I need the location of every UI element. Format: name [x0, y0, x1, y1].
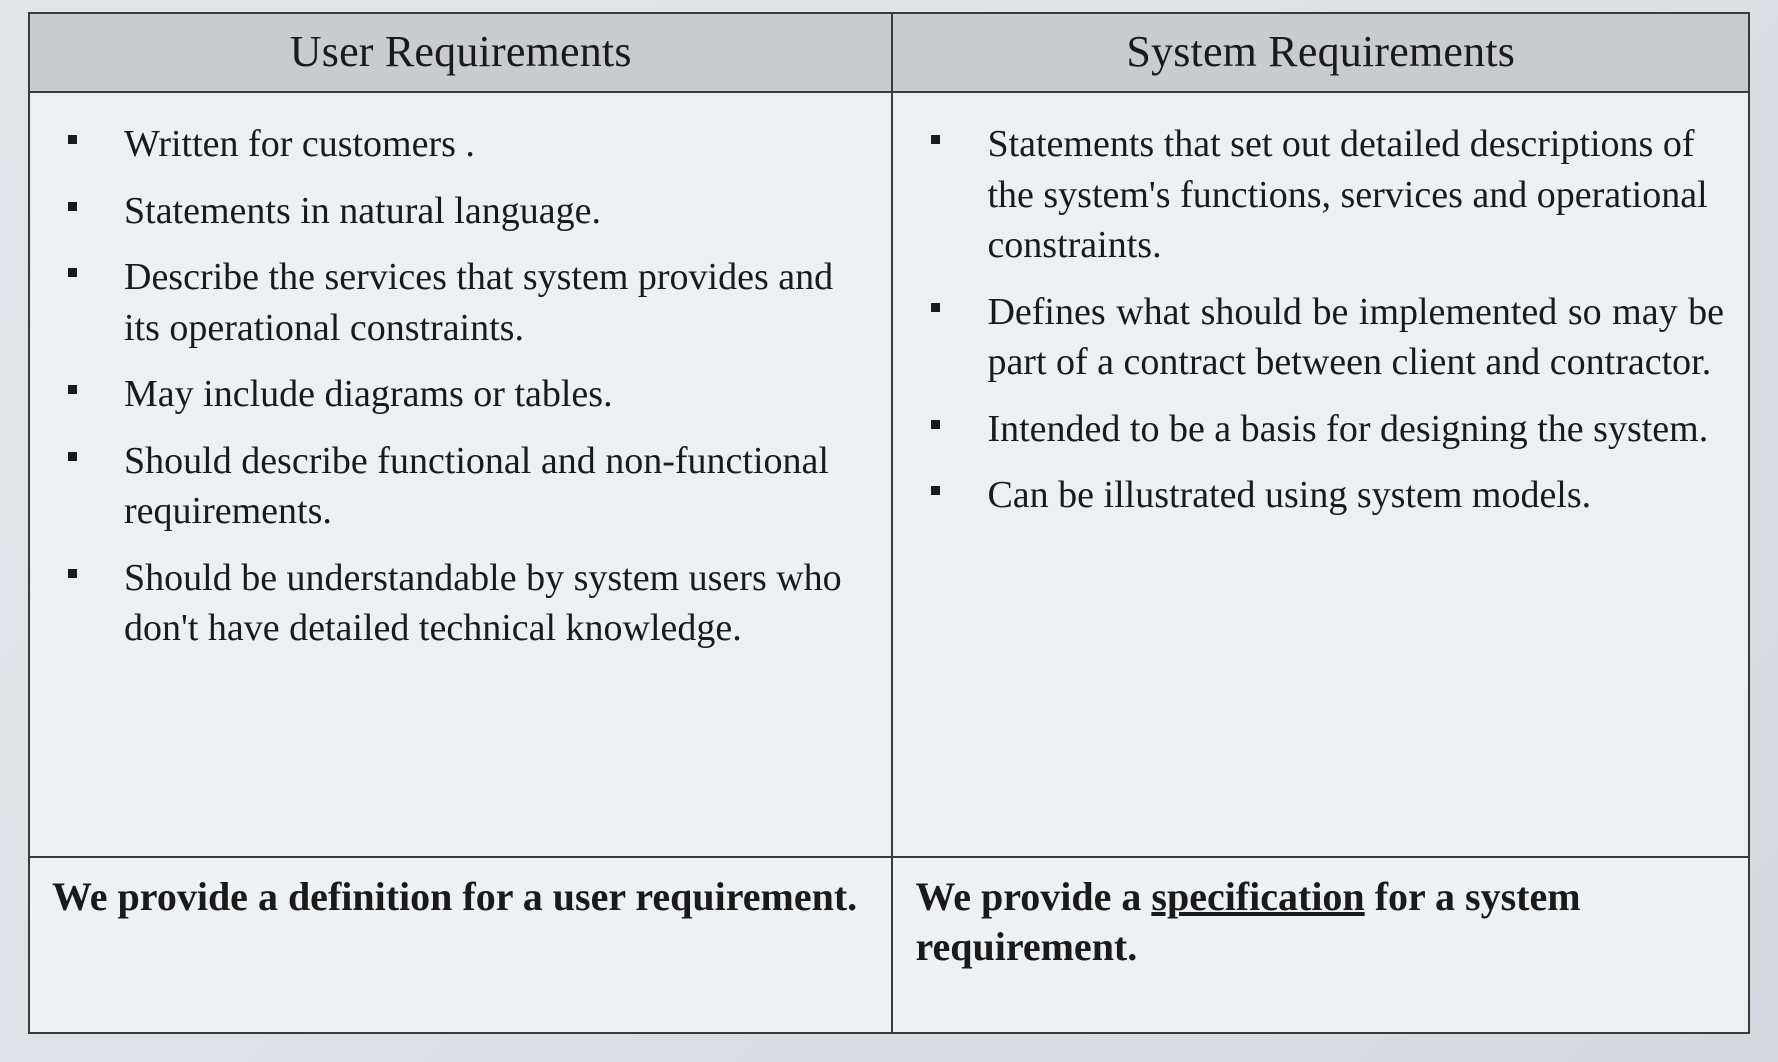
- list-item: Statements that set out detailed descrip…: [917, 111, 1724, 279]
- footer-text-pre: We provide a: [915, 874, 1151, 919]
- footer-text: We provide a definition for a user requi…: [52, 874, 857, 919]
- system-req-footer: We provide a specification for a system …: [892, 857, 1749, 1033]
- system-req-list: Statements that set out detailed descrip…: [917, 111, 1724, 529]
- user-req-cell: Written for customers . Statements in na…: [29, 92, 892, 857]
- col-header-user: User Requirements: [29, 13, 892, 92]
- list-item: May include diagrams or tables.: [54, 361, 867, 428]
- list-item: Statements in natural language.: [54, 178, 867, 245]
- list-item: Can be illustrated using system models.: [917, 462, 1724, 529]
- table-body-row: Written for customers . Statements in na…: [29, 92, 1749, 857]
- col-header-system: System Requirements: [892, 13, 1749, 92]
- table-header-row: User Requirements System Requirements: [29, 13, 1749, 92]
- list-item: Describe the services that system provid…: [54, 244, 867, 361]
- list-item: Written for customers .: [54, 111, 867, 178]
- footer-text-underlined: specification: [1151, 874, 1364, 919]
- page: User Requirements System Requirements Wr…: [0, 0, 1778, 1062]
- user-req-footer: We provide a definition for a user requi…: [29, 857, 892, 1033]
- system-req-cell: Statements that set out detailed descrip…: [892, 92, 1749, 857]
- list-item: Should be understandable by system users…: [54, 545, 867, 662]
- table-footer-row: We provide a definition for a user requi…: [29, 857, 1749, 1033]
- list-item: Defines what should be implemented so ma…: [917, 279, 1724, 396]
- list-item: Should describe functional and non-funct…: [54, 428, 867, 545]
- list-item: Intended to be a basis for designing the…: [917, 396, 1724, 463]
- requirements-table: User Requirements System Requirements Wr…: [28, 12, 1750, 1034]
- user-req-list: Written for customers . Statements in na…: [54, 111, 867, 662]
